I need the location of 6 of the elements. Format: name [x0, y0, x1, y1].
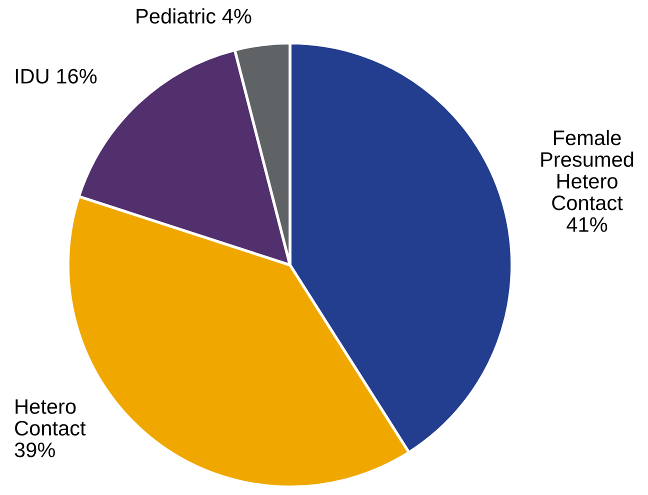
slice-label: Pediatric 4%: [136, 8, 252, 24]
data-label: 41%: [566, 217, 608, 232]
slice-label: IDU 16%: [16, 68, 97, 84]
slice-label: Female Presumed Hetero Contact: [541, 130, 634, 210]
slice-label: Hetero Contact: [15, 399, 86, 436]
data-label: 39%: [14, 442, 55, 458]
